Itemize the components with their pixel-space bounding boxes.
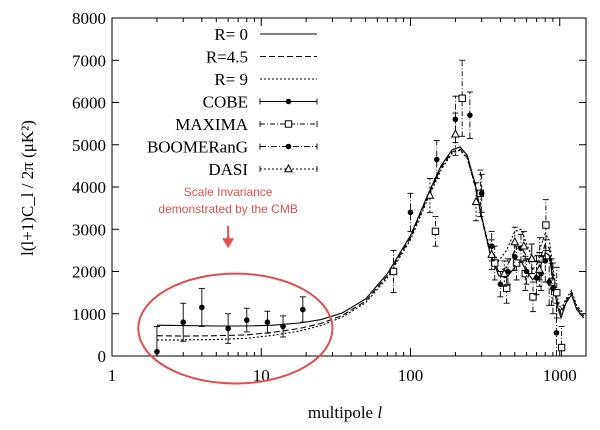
- data-point: [199, 304, 205, 311]
- series-cobe: [153, 287, 306, 357]
- data-point: [557, 343, 566, 352]
- legend-label: BOOMERanG: [147, 138, 248, 157]
- data-point: [550, 285, 556, 292]
- data-point: [519, 241, 529, 250]
- legend-marker: [285, 143, 292, 150]
- legend-marker: [285, 98, 292, 105]
- data-point: [487, 249, 497, 258]
- data-point: [542, 221, 550, 229]
- y-tick-label: 7000: [72, 51, 106, 70]
- data-point: [553, 288, 561, 297]
- data-point: [533, 275, 540, 281]
- data-point: [491, 259, 499, 267]
- legend-marker: [284, 163, 293, 173]
- legend: R= 0 R=4.5 R= 9 COBE MAXIMA BOOMERanG DASI: [147, 25, 318, 179]
- data-point: [510, 236, 520, 246]
- legend-item: BOOMERanG: [147, 138, 318, 157]
- annotation-text-line: demonstrated by the CMB: [158, 202, 297, 216]
- data-point: [497, 281, 504, 287]
- data-point: [478, 190, 485, 197]
- data-point: [431, 227, 440, 236]
- legend-marker: [284, 120, 293, 128]
- data-point: [243, 317, 250, 323]
- data-point: [425, 190, 435, 199]
- y-tick-label: 8000: [72, 9, 106, 28]
- data-point: [546, 279, 552, 285]
- data-point: [523, 268, 530, 275]
- data-point: [154, 348, 160, 355]
- data-point: [553, 329, 560, 336]
- data-point: [264, 319, 271, 326]
- legend-item: R= 0: [214, 25, 317, 44]
- y-tick-label: 5000: [72, 136, 106, 155]
- y-tick-label: 2000: [72, 263, 106, 282]
- data-point: [527, 253, 537, 263]
- data-point: [512, 259, 521, 267]
- legend-label: MAXIMA: [175, 115, 248, 134]
- data-point: [467, 112, 473, 118]
- data-point: [488, 243, 495, 249]
- x-axis-label: multipole l: [308, 403, 382, 422]
- data-point: [389, 267, 398, 276]
- data-point: [450, 129, 460, 138]
- data-point: [499, 268, 509, 277]
- legend-item: R=4.5: [206, 48, 317, 67]
- legend-item: MAXIMA: [175, 115, 318, 134]
- data-point: [471, 196, 481, 206]
- y-tick-label: 3000: [72, 220, 106, 239]
- x-tick-label: 1: [108, 366, 117, 385]
- x-tick-label: 100: [398, 366, 424, 385]
- series-r9: [156, 149, 585, 341]
- annotation-arrow-head: [222, 238, 235, 249]
- legend-label: DASI: [208, 160, 248, 179]
- data-point: [433, 156, 440, 163]
- highlight-ellipse: [137, 272, 334, 385]
- data-point: [502, 284, 511, 293]
- legend-label: R= 9: [214, 70, 248, 89]
- y-tick-label: 1000: [72, 305, 106, 324]
- y-tick-label: 6000: [72, 94, 106, 113]
- data-point: [542, 258, 549, 264]
- series: [153, 59, 585, 357]
- data-point: [180, 319, 187, 326]
- legend-item: DASI: [208, 160, 318, 179]
- y-tick-label: 4000: [72, 178, 106, 197]
- data-point: [529, 293, 537, 301]
- series-dasi: [425, 112, 544, 287]
- data-point: [534, 264, 544, 273]
- x-tick-label: 1000: [543, 366, 577, 385]
- data-point: [452, 116, 459, 123]
- data-point: [407, 209, 414, 216]
- data-point: [225, 325, 231, 332]
- annotation-text-line: Scale Invariance: [184, 185, 273, 199]
- series-maxima: [389, 59, 566, 357]
- x-axis-label-symbol: l: [377, 403, 382, 422]
- annotation: Scale Invariance demonstrated by the CMB: [137, 185, 334, 385]
- x-axis-label-text: multipole: [308, 403, 373, 422]
- legend-label: R= 0: [214, 25, 248, 44]
- legend-label: COBE: [203, 93, 248, 112]
- series-line: [156, 149, 585, 341]
- y-axis-label: l(l+1)C_l / 2π (μK²): [18, 120, 37, 256]
- data-point: [280, 323, 286, 330]
- data-point: [458, 94, 466, 102]
- legend-item: R= 9: [214, 70, 317, 89]
- legend-item: COBE: [203, 93, 318, 112]
- legend-label: R=4.5: [206, 48, 248, 67]
- y-tick-label: 0: [98, 347, 107, 366]
- data-point: [300, 306, 306, 313]
